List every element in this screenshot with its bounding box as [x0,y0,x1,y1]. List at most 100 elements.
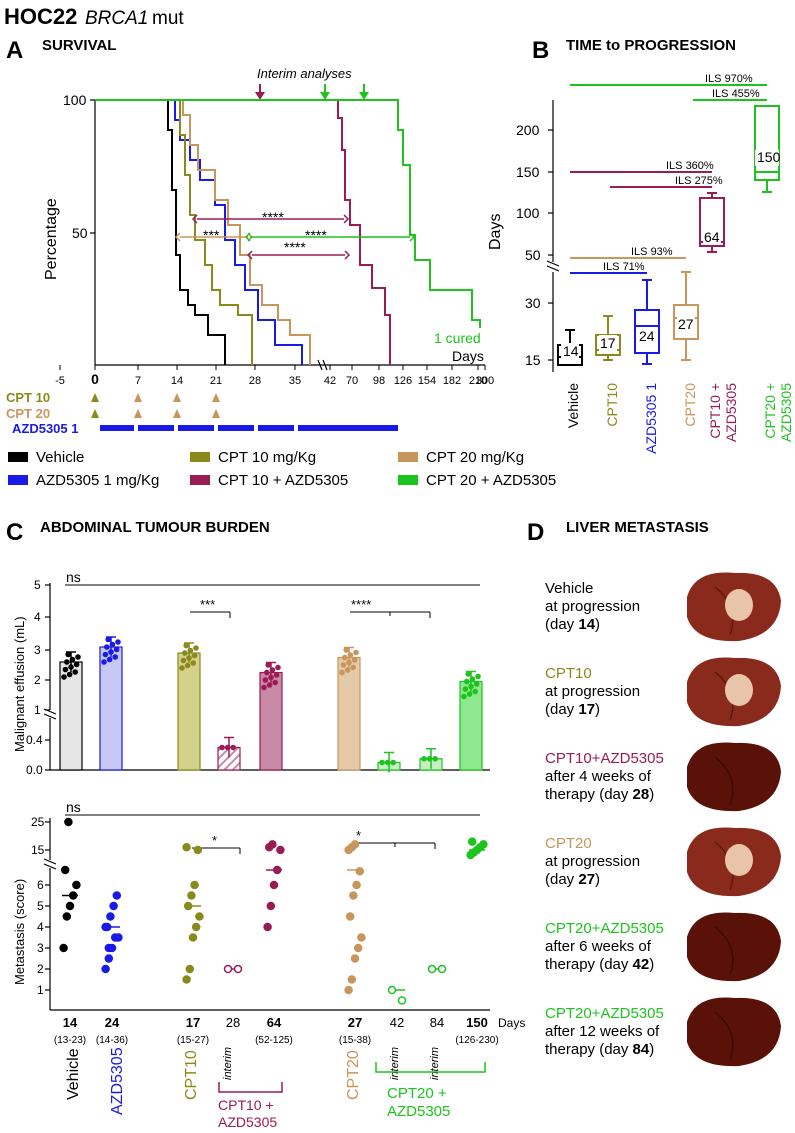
metastasis-dot [269,880,279,890]
svg-text:200: 200 [516,122,540,138]
svg-text:4: 4 [37,920,44,934]
x-tick-label: 126 [394,375,412,387]
svg-text:5: 5 [37,899,44,913]
metastasis-dot [350,840,360,849]
svg-text:1: 1 [37,983,44,997]
figure-suffix: mut [152,8,184,29]
effusion-dot [343,647,350,653]
effusion-yticks: 5 4 3 2 1 0.4 0.0 [26,578,43,777]
effusion-dot [101,659,107,665]
legend-label-cpt20: CPT 20 mg/Kg [426,449,524,466]
svg-text:6: 6 [37,878,44,892]
liver-image [687,997,781,1067]
effusion-dot [421,755,427,762]
metastasis-dot [223,964,233,974]
metastasis-dot [349,891,358,900]
svg-text:27: 27 [678,316,694,332]
survival-curves [95,99,481,365]
effusion-dot [187,647,194,654]
effusion-dot [230,744,236,751]
effusion-dot [190,660,196,666]
legend-swatch-cpt20 [398,452,418,462]
svg-text:AZD5305: AZD5305 [109,1047,126,1115]
svg-text:3: 3 [37,941,44,955]
svg-text:CPT20 +: CPT20 + [387,1085,447,1102]
effusion-dot [102,651,109,658]
sig-a2: *** [203,227,220,243]
day-range: (13-23) [54,1035,86,1046]
effusion-dot [350,664,357,671]
effusion-significance [190,611,431,618]
ils-93: ILS 93% [631,246,673,258]
effusion-dot [72,669,78,675]
svg-text:4: 4 [34,610,41,624]
liver-image [687,742,781,812]
effusion-dot [66,671,73,678]
figure-gene: BRCA1 [85,8,148,29]
legend-swatch-azd [8,475,28,485]
effusion-dot [265,662,272,668]
effusion-dot [272,679,279,686]
category-label: AZD5305 1 [643,383,659,454]
effusion-dot [379,759,385,766]
survival-significance [174,214,416,260]
curve-vehicle [95,99,226,365]
metastasis-dot [276,845,285,855]
effusion-dot [105,636,111,643]
sig-a3: **** [305,227,327,243]
x-tick-label: 98 [373,375,385,387]
day-value: 42 [390,1015,404,1030]
x-tick-label: 28 [249,375,261,387]
effusion-dot [191,652,198,659]
category-label: AZD5305 [778,383,794,442]
metastasis-dot [268,840,277,849]
effusion-dot [109,641,116,648]
metastasis-yticks: 25 15 6 5 4 3 2 1 [31,815,45,997]
svg-text:17: 17 [600,335,616,351]
category-label: AZD5305 [723,383,739,442]
effusion-dot [186,655,192,661]
x-tick-label: 14 [171,375,183,387]
panel-c-letter: C [6,519,23,546]
svg-text:50: 50 [525,247,541,263]
effusion-dot [61,674,67,680]
metastasis-dot [263,922,272,932]
effusion-dot [344,667,351,673]
effusion-dot [346,659,352,666]
liver-timepoint: after 4 weeks of [545,768,652,785]
effusion-dot [426,755,433,762]
effusion-dot [340,662,347,668]
svg-text:24: 24 [639,328,655,344]
svg-text:interim: interim [389,1047,401,1080]
curve-azd [95,99,303,365]
effusion-dot [219,744,225,751]
metastasis-dot [190,880,199,890]
svg-text:0.0: 0.0 [26,763,43,777]
category-label: CPT10 [604,383,620,427]
metastasis-dot [72,880,81,890]
metastasis-dot [68,891,78,900]
liver-day: (day 17) [545,701,600,718]
ns-label-top: ns [66,569,81,585]
liver-day: therapy (day 42) [545,956,654,973]
metastasis-dot [106,912,115,921]
day-value: 17 [186,1015,200,1030]
day-value: 27 [348,1015,362,1030]
metastasis-dot [352,880,361,890]
panel-b-ylabel: Days [487,214,504,250]
effusion-dot [179,665,185,671]
survival-axes [90,99,485,371]
legend-label-cpt10azd: CPT 10 + AZD5305 [218,472,348,489]
liver-timepoint: at progression [545,683,640,700]
metastasis-dot [347,975,357,984]
metastasis-dot [183,901,193,911]
category-label: CPT20 + [762,383,778,439]
liver-group: CPT20+AZD5305 [545,1005,664,1022]
metastasis-dot [266,901,276,911]
effusion-dot [224,744,231,751]
tumour-nodule [725,844,753,876]
metastasis-dot [195,912,204,921]
